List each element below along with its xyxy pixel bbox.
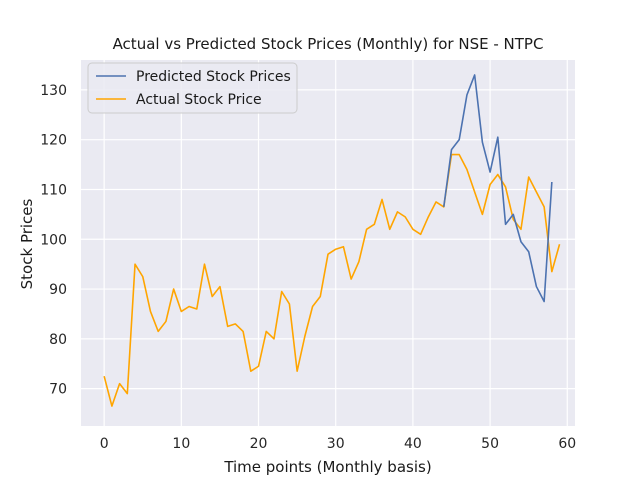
x-tick-label: 10 bbox=[172, 436, 190, 452]
x-tick-label: 0 bbox=[100, 436, 109, 452]
x-tick-label: 50 bbox=[481, 436, 499, 452]
x-tick-label: 60 bbox=[558, 436, 576, 452]
x-tick-label: 40 bbox=[404, 436, 422, 452]
legend-label-actual: Actual Stock Price bbox=[136, 92, 262, 108]
legend: Predicted Stock Prices Actual Stock Pric… bbox=[87, 62, 298, 114]
y-axis-label: Stock Prices bbox=[18, 198, 36, 289]
tick-labels: 0 10 20 30 40 50 60 70 80 90 100 110 120 130 bbox=[40, 83, 576, 452]
series-lines bbox=[103, 74, 561, 407]
x-tick-label: 20 bbox=[250, 436, 268, 452]
y-tick-label: 90 bbox=[49, 282, 67, 298]
y-tick-label: 70 bbox=[49, 382, 67, 398]
chart-title: Actual vs Predicted Stock Prices (Monthl… bbox=[113, 35, 544, 53]
legend-label-predicted: Predicted Stock Prices bbox=[136, 69, 291, 85]
y-tick-label: 100 bbox=[40, 232, 67, 248]
grid-lines bbox=[81, 60, 575, 426]
x-axis-label: Time points (Monthly basis) bbox=[223, 458, 431, 476]
legend-box bbox=[87, 62, 298, 114]
series-line-predicted-stock-prices bbox=[442, 74, 553, 303]
x-tick-label: 30 bbox=[327, 436, 345, 452]
y-tick-label: 130 bbox=[40, 83, 67, 99]
y-tick-label: 80 bbox=[49, 332, 67, 348]
y-tick-label: 120 bbox=[40, 133, 67, 149]
y-tick-label: 110 bbox=[40, 182, 67, 198]
series-line-actual-stock-price bbox=[103, 153, 561, 407]
plot-area bbox=[81, 60, 575, 426]
